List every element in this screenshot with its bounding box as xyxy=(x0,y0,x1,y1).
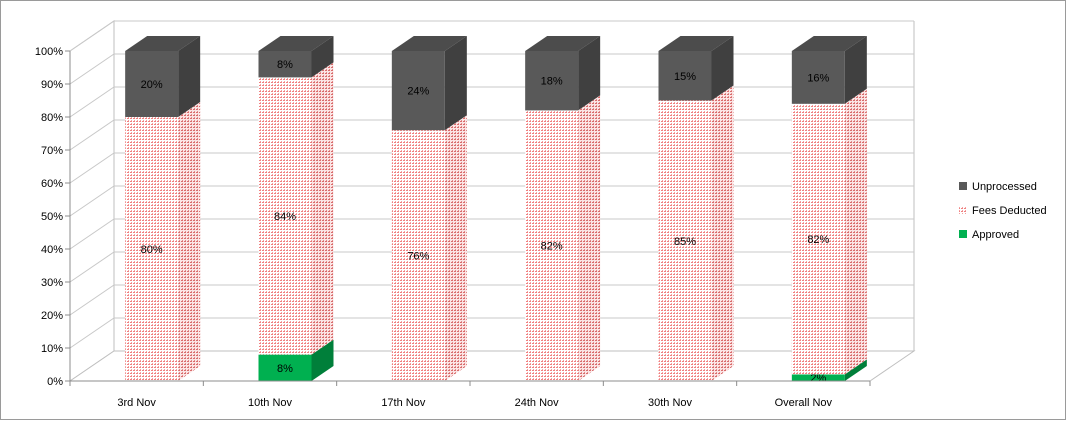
x-tick-label: 17th Nov xyxy=(381,397,426,409)
bar-top-unprocessed xyxy=(258,36,334,51)
bar-top-unprocessed xyxy=(658,36,734,51)
gridline xyxy=(69,185,914,217)
bar-approved xyxy=(258,354,312,381)
bar-side-unprocessed xyxy=(311,36,334,78)
bar-side-fees-deducted xyxy=(444,115,467,381)
y-tick-label: 0% xyxy=(47,376,63,388)
gridline xyxy=(69,152,914,184)
y-axis: 0% 10% 20% 30% 40% 50% 60% 70% 80% 90% 100% xyxy=(35,46,71,388)
y-tick-label: 30% xyxy=(41,277,63,289)
bar-top-unprocessed xyxy=(791,36,867,51)
data-label-unprocessed: 15% xyxy=(674,71,696,83)
x-tick-label: 24th Nov xyxy=(515,397,560,409)
bar-fees-deducted xyxy=(391,130,445,381)
legend-swatch-fees-deducted xyxy=(959,206,967,214)
bar-fees-deducted xyxy=(791,103,845,375)
legend-label-approved: Approved xyxy=(972,229,1019,241)
y-tick-label: 100% xyxy=(35,46,63,58)
bar-top-unprocessed xyxy=(125,36,201,51)
legend-swatch-approved xyxy=(959,230,967,238)
bar-fees-deducted xyxy=(125,117,179,381)
data-label-unprocessed: 16% xyxy=(807,72,829,84)
data-label-fees-deducted: 82% xyxy=(541,241,563,253)
bar-top-unprocessed xyxy=(391,36,467,51)
x-tick-label: Overall Nov xyxy=(775,397,833,409)
data-label-fees-deducted: 80% xyxy=(141,244,163,256)
bar-side-unprocessed xyxy=(178,36,201,117)
bar-stack-10th-nov: 8% 84% 8% xyxy=(258,36,334,381)
bar-fees-deducted xyxy=(525,110,579,382)
bar-fees-deducted xyxy=(258,77,312,355)
data-label-unprocessed: 8% xyxy=(277,59,293,71)
bar-stack-24th-nov: 0%82%18% xyxy=(525,36,601,382)
y-tick-label: 60% xyxy=(41,178,63,190)
y-tick-label: 20% xyxy=(41,310,63,322)
data-label-fees-deducted: 84% xyxy=(274,211,296,223)
x-tick-label: 3rd Nov xyxy=(117,397,156,409)
data-label-unprocessed: 18% xyxy=(541,76,563,88)
bar-unprocessed xyxy=(258,51,312,78)
bar-stack-3rd-nov: 0%80%20% xyxy=(125,36,201,381)
bar-stack-17th-nov: 0%76%24% xyxy=(391,36,467,381)
gridline xyxy=(69,86,914,118)
x-tick-label: 30th Nov xyxy=(648,397,693,409)
bar-side-fees-deducted xyxy=(711,85,734,381)
bar-side-fees-deducted xyxy=(178,102,201,381)
gridline xyxy=(69,119,914,151)
gridline xyxy=(69,53,914,85)
bar-unprocessed xyxy=(658,51,712,101)
x-axis: 3rd Nov 10th Nov 17th Nov 24th Nov 30th Nov O… xyxy=(69,380,871,409)
data-label-approved: 2% xyxy=(810,373,826,385)
bar-unprocessed xyxy=(391,51,445,131)
bar-approved xyxy=(791,374,845,381)
y-tick-label: 50% xyxy=(41,211,63,223)
bar-side-fees-deducted xyxy=(578,95,601,382)
gridline xyxy=(69,218,914,250)
data-label-approved: 8% xyxy=(277,363,293,375)
legend-swatch-unprocessed xyxy=(959,182,967,190)
legend: Unprocessed Fees Deducted Approved xyxy=(959,181,1047,241)
bar-side-approved xyxy=(311,339,334,381)
data-label-unprocessed: 24% xyxy=(407,86,429,98)
bar-side-unprocessed xyxy=(711,36,734,101)
x-tick-label: 10th Nov xyxy=(248,397,293,409)
gridline xyxy=(69,20,914,52)
bar-side-fees-deducted xyxy=(311,62,334,355)
y-tick-label: 10% xyxy=(41,343,63,355)
data-label-unprocessed: 20% xyxy=(141,79,163,91)
bar-unprocessed xyxy=(791,51,845,104)
gridline xyxy=(69,251,914,283)
bar-side-unprocessed xyxy=(844,36,867,104)
data-label-fees-deducted: 85% xyxy=(674,236,696,248)
gridline xyxy=(69,284,914,316)
bar-unprocessed xyxy=(125,51,179,117)
gridlines xyxy=(69,20,914,349)
legend-label-unprocessed: Unprocessed xyxy=(972,181,1037,193)
data-label-fees-deducted: 82% xyxy=(807,234,829,246)
y-tick-label: 80% xyxy=(41,112,63,124)
y-tick-label: 90% xyxy=(41,79,63,91)
bar-stack-overall-nov: 2% 82% 16% xyxy=(791,36,867,385)
legend-label-fees-deducted: Fees Deducted xyxy=(972,205,1047,217)
bars: 0%80%20%8%84%8%0%76%24%0%82%18%0%85%15%2… xyxy=(125,36,867,385)
bar-side-unprocessed xyxy=(444,36,467,131)
y-tick-label: 40% xyxy=(41,244,63,256)
data-label-fees-deducted: 76% xyxy=(407,251,429,263)
bar-unprocessed xyxy=(525,51,579,111)
bar-side-fees-deducted xyxy=(844,88,867,375)
gridline xyxy=(69,317,914,349)
y-tick-label: 70% xyxy=(41,145,63,157)
bar-stack-30th-nov: 0%85%15% xyxy=(658,36,734,381)
bar-fees-deducted xyxy=(658,100,712,381)
bar-side-approved xyxy=(844,359,867,381)
bar-side-unprocessed xyxy=(578,36,601,111)
bar-top-unprocessed xyxy=(525,36,601,51)
